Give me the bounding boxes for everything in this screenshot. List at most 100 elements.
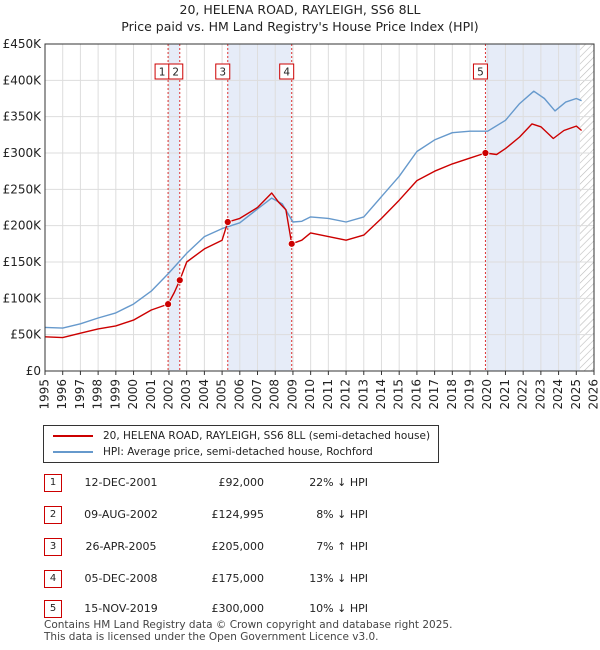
series-lines	[44, 90, 583, 339]
x-tick-label: 2006	[232, 379, 246, 410]
x-tick-label: 2017	[427, 379, 441, 410]
x-tick-label: 2026	[587, 379, 600, 410]
transaction-badge-label: 2	[172, 67, 179, 79]
table-row: 2 09-AUG-2002 £124,995 8% ↓ HPI	[44, 506, 374, 526]
transaction-hpi-diff: 13% ↓ HPI	[309, 572, 368, 585]
x-tick-label: 2020	[480, 379, 494, 410]
transaction-price: £124,995	[211, 508, 265, 521]
transaction-hpi-diff: 8% ↓ HPI	[316, 508, 368, 521]
transaction-point	[164, 300, 172, 309]
chart-title-address: 20, HELENA ROAD, RAYLEIGH, SS6 8LL	[179, 2, 421, 17]
table-row: 4 05-DEC-2008 £175,000 13% ↓ HPI	[44, 570, 374, 590]
legend-item-property: 20, HELENA ROAD, RAYLEIGH, SS6 8LL (semi…	[53, 428, 430, 444]
transaction-badge: 4	[279, 63, 295, 80]
transaction-badge: 5	[44, 600, 62, 618]
x-tick-label: 1998	[91, 379, 105, 410]
footer-copyright: Contains HM Land Registry data © Crown c…	[44, 619, 453, 631]
transaction-price: £92,000	[218, 476, 265, 489]
transaction-date: 09-AUG-2002	[84, 508, 158, 521]
x-axis-ticks: 1995 1996 1997 1998 1999 2000 2001 2002 2003 2004…	[38, 371, 600, 410]
transaction-badge-label: 5	[477, 67, 484, 79]
transaction-date: 05-DEC-2008	[84, 572, 158, 585]
transaction-date: 15-NOV-2019	[84, 602, 158, 615]
transaction-point	[175, 276, 184, 285]
transaction-vlines	[167, 44, 486, 371]
transaction-badge: 3	[215, 63, 231, 80]
x-tick-label: 2008	[268, 379, 282, 410]
footer-licence: This data is licensed under the Open Gov…	[44, 631, 379, 643]
table-row: 5 15-NOV-2019 £300,000 10% ↓ HPI	[44, 600, 374, 620]
transaction-badge: 2	[168, 63, 184, 80]
transaction-price: £175,000	[211, 572, 265, 585]
price-chart: £0 £50K £100K £150K £200K £250K £300K £350K £400…	[3, 37, 600, 410]
transaction-badge: 5	[472, 63, 488, 80]
shaded-period	[485, 44, 580, 371]
transaction-point	[287, 239, 296, 248]
y-tick-label: £0	[26, 364, 41, 378]
y-tick-label: £150K	[3, 255, 43, 269]
transaction-point	[481, 149, 490, 157]
transaction-markers	[164, 149, 490, 309]
x-tick-label: 2003	[179, 379, 193, 410]
series-line	[44, 123, 583, 339]
x-tick-label: 2025	[569, 379, 583, 410]
x-tick-label: 1996	[55, 379, 69, 410]
transaction-price: £205,000	[211, 540, 265, 553]
y-tick-label: £200K	[3, 219, 43, 233]
transaction-hpi-diff: 10% ↓ HPI	[309, 602, 368, 615]
transaction-badge: 1	[44, 474, 62, 492]
transaction-badge-box	[472, 63, 488, 80]
x-tick-label: 2013	[356, 379, 370, 410]
x-tick-label: 2018	[445, 379, 459, 410]
transaction-badge: 1	[154, 63, 170, 80]
legend-item-hpi: HPI: Average price, semi-detached house,…	[53, 444, 373, 460]
y-tick-label: £400K	[3, 73, 43, 87]
y-tick-label: £300K	[3, 146, 43, 160]
x-tick-label: 1999	[108, 379, 122, 410]
x-tick-label: 2012	[339, 379, 353, 410]
x-tick-label: 2004	[197, 379, 211, 410]
forecast-hatch	[579, 44, 594, 371]
y-tick-label: £50K	[10, 328, 42, 342]
x-tick-label: 2010	[303, 379, 317, 410]
transaction-badge-label: 4	[283, 67, 290, 79]
y-tick-label: £350K	[3, 110, 43, 124]
transaction-date: 12-DEC-2001	[84, 476, 158, 489]
transaction-badge: 4	[44, 570, 62, 588]
y-tick-label: £100K	[3, 291, 43, 305]
series-line	[44, 90, 582, 329]
transaction-point	[223, 218, 232, 226]
transaction-badge-label: 1	[159, 67, 166, 79]
y-axis-ticks: £0 £50K £100K £150K £200K £250K £300K £350K £400…	[3, 37, 43, 378]
table-row: 3 26-APR-2005 £205,000 7% ↑ HPI	[44, 538, 374, 558]
y-tick-label: £250K	[3, 182, 43, 196]
legend-swatch-hpi	[53, 451, 93, 453]
table-row: 1 12-DEC-2001 £92,000 22% ↓ HPI	[44, 474, 374, 494]
shaded-period	[168, 44, 180, 371]
x-tick-label: 2001	[144, 379, 158, 410]
x-tick-label: 2023	[533, 379, 547, 410]
transaction-hpi-diff: 7% ↑ HPI	[316, 540, 368, 553]
transaction-badge-box	[168, 63, 184, 80]
legend: 20, HELENA ROAD, RAYLEIGH, SS6 8LL (semi…	[43, 425, 439, 463]
transaction-badge-label: 3	[219, 67, 226, 79]
transaction-hpi-diff: 22% ↓ HPI	[309, 476, 368, 489]
transaction-badge-box	[215, 63, 231, 80]
transaction-price: £300,000	[211, 602, 265, 615]
chart-subtitle: Price paid vs. HM Land Registry's House …	[121, 19, 479, 34]
transaction-date: 26-APR-2005	[85, 540, 157, 553]
x-tick-label: 2009	[285, 379, 299, 410]
x-tick-label: 2024	[551, 379, 565, 410]
plot-frame	[44, 43, 595, 372]
x-tick-label: 2005	[215, 379, 229, 410]
x-tick-label: 2000	[126, 379, 140, 410]
x-tick-label: 1995	[38, 379, 52, 410]
legend-label-property: 20, HELENA ROAD, RAYLEIGH, SS6 8LL (semi…	[103, 430, 431, 442]
y-tick-label: £450K	[3, 37, 43, 51]
x-tick-label: 2007	[250, 379, 264, 410]
x-tick-label: 1997	[73, 379, 87, 410]
x-tick-label: 2019	[463, 379, 477, 410]
transaction-badge: 3	[44, 538, 62, 556]
legend-swatch-property	[53, 435, 93, 437]
x-tick-label: 2016	[409, 379, 423, 410]
